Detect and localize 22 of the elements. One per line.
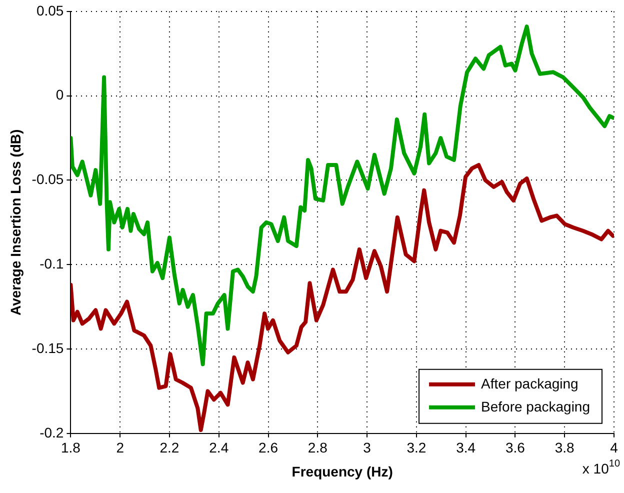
y-tick-label: -0.1 (40, 255, 64, 272)
x-tick-label: 4 (610, 440, 618, 456)
y-tick-label: 0.05 (36, 2, 64, 18)
y-tick-label: -0.05 (32, 171, 64, 188)
x-tick-label: 3 (363, 440, 372, 456)
y-tick-label: 0 (56, 86, 64, 103)
x-tick-label: 2 (116, 440, 124, 456)
y-axis-title: Average Insertion Loss (dB) (7, 129, 24, 316)
y-tick-label: -0.15 (32, 340, 64, 356)
x-tick-label: 3.8 (554, 440, 575, 456)
x-tick-label: 3.2 (406, 440, 426, 456)
x-tick-label: 2.2 (160, 440, 180, 456)
legend-label: Before packaging (481, 398, 590, 414)
x-tick-label: 1.8 (60, 440, 81, 456)
x-tick-label: 3.6 (505, 440, 526, 456)
x-tick-label: 2.6 (258, 440, 278, 456)
x-tick-label: 2.8 (308, 440, 328, 456)
y-tick-label: -0.2 (40, 424, 64, 440)
x-tick-label: 2.4 (209, 440, 229, 456)
x-axis-title: Frequency (Hz) (292, 463, 393, 480)
legend-label: After packaging (481, 375, 578, 392)
x-tick-label: 3.4 (456, 440, 476, 456)
